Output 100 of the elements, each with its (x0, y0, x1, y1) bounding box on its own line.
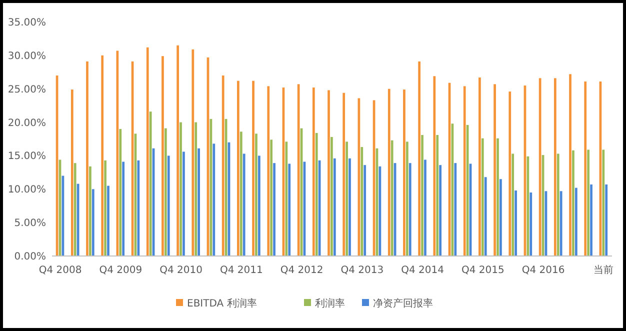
y-tick-label: 10.00% (8, 184, 46, 196)
bar (494, 84, 496, 256)
bar (500, 179, 502, 256)
x-tick-label: Q4 2011 (220, 265, 263, 276)
bar (346, 142, 348, 256)
x-tick-label: Q4 2014 (401, 265, 444, 276)
bar (149, 112, 152, 256)
bar (421, 134, 424, 256)
bar (194, 122, 198, 256)
bar (258, 156, 260, 256)
bar (285, 142, 288, 256)
bar (463, 86, 466, 256)
bar (162, 56, 164, 256)
bar (222, 75, 224, 256)
x-tick-label: Q4 2009 (99, 265, 142, 276)
bar (212, 144, 216, 256)
x-tick-label: Q4 2015 (462, 265, 504, 276)
bar (538, 78, 542, 256)
bar (328, 90, 330, 256)
bar (390, 140, 394, 256)
bar (560, 191, 562, 256)
bar (101, 55, 104, 256)
bar (74, 163, 76, 256)
bar (122, 162, 125, 256)
bar (315, 132, 318, 256)
bar (439, 165, 442, 256)
bar (146, 47, 149, 256)
y-tick-label: 15.00% (8, 151, 46, 162)
bar (288, 164, 291, 256)
bar (270, 140, 273, 256)
bar (330, 136, 333, 256)
legend-label: EBITDA 利润率 (187, 298, 257, 310)
bar (348, 158, 351, 256)
x-tick-label: 当前 (594, 264, 614, 276)
bar (496, 138, 499, 256)
bar (192, 49, 194, 256)
bar (237, 80, 240, 256)
bar (605, 184, 608, 256)
bar (526, 156, 530, 256)
bar (182, 152, 185, 256)
y-tick-label: 0.00% (14, 252, 46, 262)
bar (436, 134, 439, 256)
bar (484, 177, 487, 256)
bar (584, 82, 587, 256)
bar (333, 158, 336, 256)
bar (116, 50, 119, 256)
bar (119, 128, 122, 256)
y-tick-label: 5.00% (14, 218, 46, 230)
x-tick-label: Q4 2016 (522, 265, 565, 276)
y-tick-label: 25.00% (8, 84, 46, 96)
bar (176, 45, 179, 256)
bar (408, 163, 412, 256)
bar (508, 92, 512, 256)
bar (574, 188, 578, 256)
bar (478, 77, 481, 256)
bar (107, 186, 110, 256)
bar (70, 90, 74, 256)
bar (167, 156, 170, 256)
bar (556, 154, 560, 256)
bar (86, 61, 88, 256)
x-tick-label: Q4 2010 (160, 265, 202, 276)
bar (418, 61, 420, 256)
x-tick-label: Q4 2013 (340, 265, 384, 276)
bar (590, 184, 592, 256)
bar (267, 86, 270, 256)
bar (424, 160, 426, 256)
bar (572, 150, 574, 256)
bar (164, 128, 167, 256)
legend-label: 净资产回报率 (373, 298, 433, 310)
y-tick-label: 20.00% (8, 118, 46, 129)
bar (388, 88, 390, 256)
bar (587, 150, 590, 256)
bar (92, 189, 94, 256)
bar (406, 142, 408, 256)
bar (514, 190, 517, 256)
bar (481, 138, 484, 256)
bar (554, 78, 556, 256)
bar (342, 92, 346, 256)
x-tick-label: Q4 2012 (280, 265, 324, 276)
bar (180, 122, 182, 256)
bar (454, 163, 457, 256)
bar (273, 163, 276, 256)
bar (569, 74, 572, 256)
bar (252, 80, 254, 256)
x-tick-label: Q4 2008 (38, 265, 82, 276)
bar (104, 160, 106, 256)
bar (360, 147, 364, 256)
bar (240, 132, 242, 256)
y-tick-label: 35.00% (8, 18, 46, 28)
bar (530, 192, 532, 256)
bar (403, 90, 406, 256)
bar (433, 76, 436, 256)
bar (602, 150, 605, 256)
bar (312, 88, 315, 256)
bar (512, 154, 514, 256)
legend-label: 利润率 (315, 298, 345, 310)
y-tick-label: 30.00% (8, 50, 46, 62)
bar (242, 154, 246, 256)
bar (198, 148, 200, 256)
bar (89, 166, 92, 256)
